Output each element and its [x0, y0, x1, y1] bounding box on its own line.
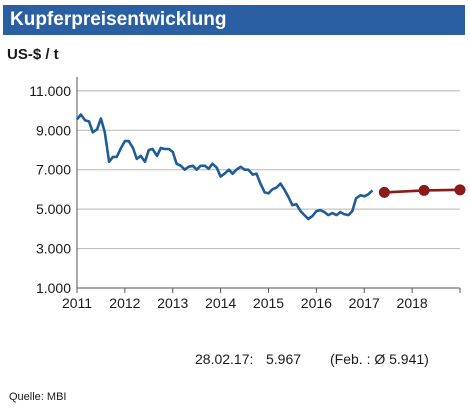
- x-tick-label: 2016: [301, 295, 332, 311]
- x-tick-label: 2012: [109, 295, 140, 311]
- x-tick-label: 2014: [205, 295, 236, 311]
- y-tick-label: 11.000: [29, 83, 71, 99]
- forecast-point: [378, 186, 390, 198]
- x-tick-label: 2013: [157, 295, 188, 311]
- x-tick-label: 2011: [62, 295, 92, 311]
- chart-title: Kupferpreisentwicklung: [10, 9, 227, 30]
- title-bar: Kupferpreisentwicklung: [3, 5, 465, 35]
- y-tick-label: 5.000: [36, 201, 71, 217]
- y-tick-label: 7.000: [36, 162, 71, 178]
- x-tick-label: 2017: [349, 295, 380, 311]
- annotation-average: (Feb. : Ø 5.941): [330, 351, 429, 367]
- y-tick-label: 9.000: [36, 122, 71, 138]
- source-note: Quelle: MBI: [9, 391, 67, 403]
- forecast-point: [454, 184, 466, 196]
- y-tick-label: 1.000: [36, 280, 71, 296]
- annotation-date: 28.02.17:: [195, 351, 254, 367]
- y-tick-label: 3.000: [36, 241, 71, 257]
- forecast-point: [418, 184, 430, 196]
- x-tick-label: 2018: [397, 295, 428, 311]
- unit-label: US-$ / t: [7, 46, 59, 63]
- x-tick-label: 2015: [253, 295, 284, 311]
- annotation-value: 5.967: [266, 351, 302, 367]
- price-line-actual: [75, 113, 374, 221]
